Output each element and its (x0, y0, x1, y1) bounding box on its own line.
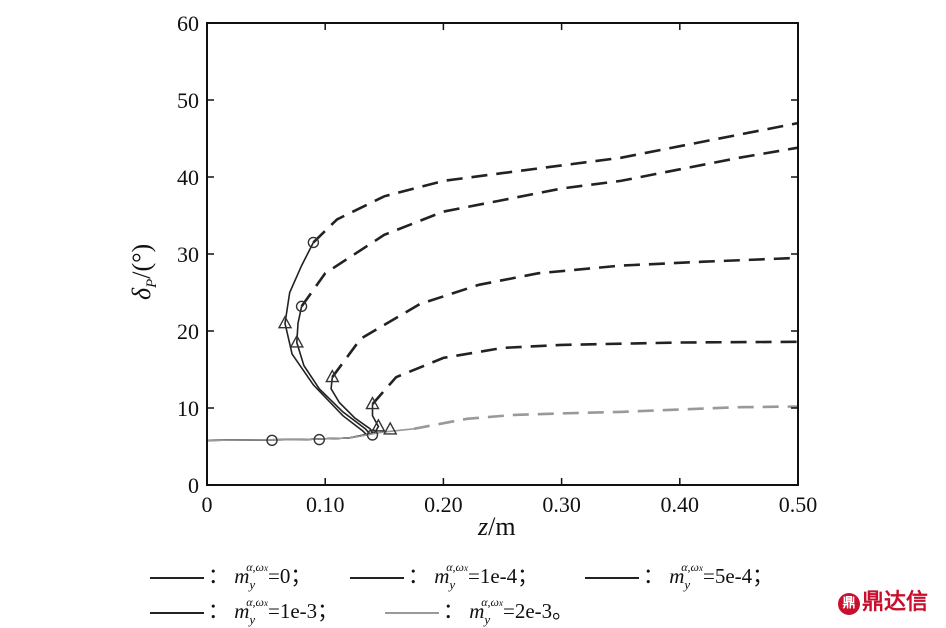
series-1-solid-line (206, 306, 372, 442)
legend-value: =1e-4； (467, 564, 539, 588)
legend-m-superscript: α,ωx (681, 560, 703, 574)
series-0-dashed-line (312, 121, 799, 244)
circle-marker-0 (307, 236, 320, 249)
legend-m-subscript: y (684, 577, 691, 592)
legend-line-icon (150, 577, 204, 580)
y-tick-label: 60 (177, 11, 199, 36)
legend-separator: ： (208, 599, 229, 623)
legend-m-superscript: α,ωx (481, 595, 503, 609)
legend-m-superscript: α,ωx (446, 560, 468, 574)
legend-m-superscript: α,ωx (246, 560, 268, 574)
y-tick-label: 50 (177, 88, 199, 113)
legend-entry-m1e-3: ： my α,ωx=1e-3； (150, 595, 338, 628)
legend-m-subscript: y (449, 577, 456, 592)
series-1-dashed-line (300, 146, 799, 308)
legend-m-superscript: α,ωx (246, 595, 268, 609)
x-tick-label: 0.20 (424, 492, 463, 517)
circle-marker-2 (266, 434, 278, 447)
x-tick-label: 0.40 (661, 492, 700, 517)
legend-separator: ： (643, 564, 664, 588)
legend-m-symbol: m (469, 599, 485, 623)
triangle-marker-10 (383, 421, 398, 435)
legend-value: =0； (267, 564, 312, 588)
x-tick-label: 0.10 (306, 492, 345, 517)
legend-separator: ： (208, 564, 229, 588)
legend-m-subscript: y (484, 612, 491, 627)
watermark-icon: 鼎 (838, 593, 860, 615)
legend-line-icon (385, 612, 439, 615)
legend-value: =2e-3。 (502, 599, 574, 623)
legend-m-symbol: m (669, 564, 685, 588)
y-tick-label: 30 (177, 242, 199, 267)
y-tick-label: 0 (188, 473, 199, 498)
series-3-dashed-line (371, 340, 799, 405)
triangle-marker-6 (289, 334, 305, 348)
x-axis-unit: m (495, 512, 515, 541)
legend-m-symbol: m (234, 599, 250, 623)
triangle-marker-7 (325, 369, 340, 383)
legend-m-subscript: y (249, 577, 256, 592)
legend-separator: ： (443, 599, 464, 623)
y-axis-label: δP/(°) (127, 244, 160, 300)
legend-entry-m5e-4: ： my α,ωx=5e-4； (585, 560, 773, 593)
x-tick-label: 0.30 (542, 492, 581, 517)
curves-layer (206, 121, 799, 442)
legend-m-symbol: m (234, 564, 250, 588)
y-axis-unit: /(°) (127, 244, 156, 279)
y-axis-sub: P (144, 279, 160, 289)
watermark-logo: 鼎鼎达信 (838, 584, 928, 616)
x-axis-slash: / (488, 512, 496, 541)
legend-entry-m2e-3: ： my α,ωx=2e-3。 (385, 595, 573, 628)
legend-value: =5e-4； (702, 564, 774, 588)
legend-line-icon (585, 577, 639, 580)
y-tick-label: 20 (177, 319, 199, 344)
legend-m-subscript: y (249, 612, 256, 627)
legend-separator: ： (408, 564, 429, 588)
triangle-marker-9 (371, 418, 386, 432)
x-tick-label: 0 (202, 492, 213, 517)
series-4-dashed-line (413, 405, 799, 431)
circle-marker-3 (313, 433, 325, 446)
triangle-marker-8 (365, 396, 380, 410)
circle-marker-1 (295, 300, 308, 313)
markers-layer (266, 236, 398, 447)
legend-entry-m1e-4: ： my α,ωx=1e-4； (350, 560, 538, 593)
y-axis-var: δ (127, 287, 156, 300)
y-tick-label: 40 (177, 165, 199, 190)
x-axis-label: z/m (477, 512, 516, 541)
legend-m-symbol: m (434, 564, 450, 588)
ticks-layer: 0 0.10 0.20 0.30 0.40 0.50 0 10 20 30 40 50 60 (177, 11, 817, 517)
legend-line-icon (150, 612, 204, 615)
y-tick-label: 10 (177, 396, 199, 421)
legend-value: =1e-3； (267, 599, 339, 623)
watermark-text: 鼎达信 (862, 590, 929, 615)
x-axis-var: z (477, 512, 488, 541)
legend-entry-m0: ： my α,ωx=0； (150, 560, 311, 593)
x-tick-label: 0.50 (779, 492, 818, 517)
series-2-solid-line (206, 377, 374, 442)
series-2-dashed-line (331, 256, 799, 378)
triangle-marker-5 (277, 315, 293, 329)
legend-line-icon (350, 577, 404, 580)
